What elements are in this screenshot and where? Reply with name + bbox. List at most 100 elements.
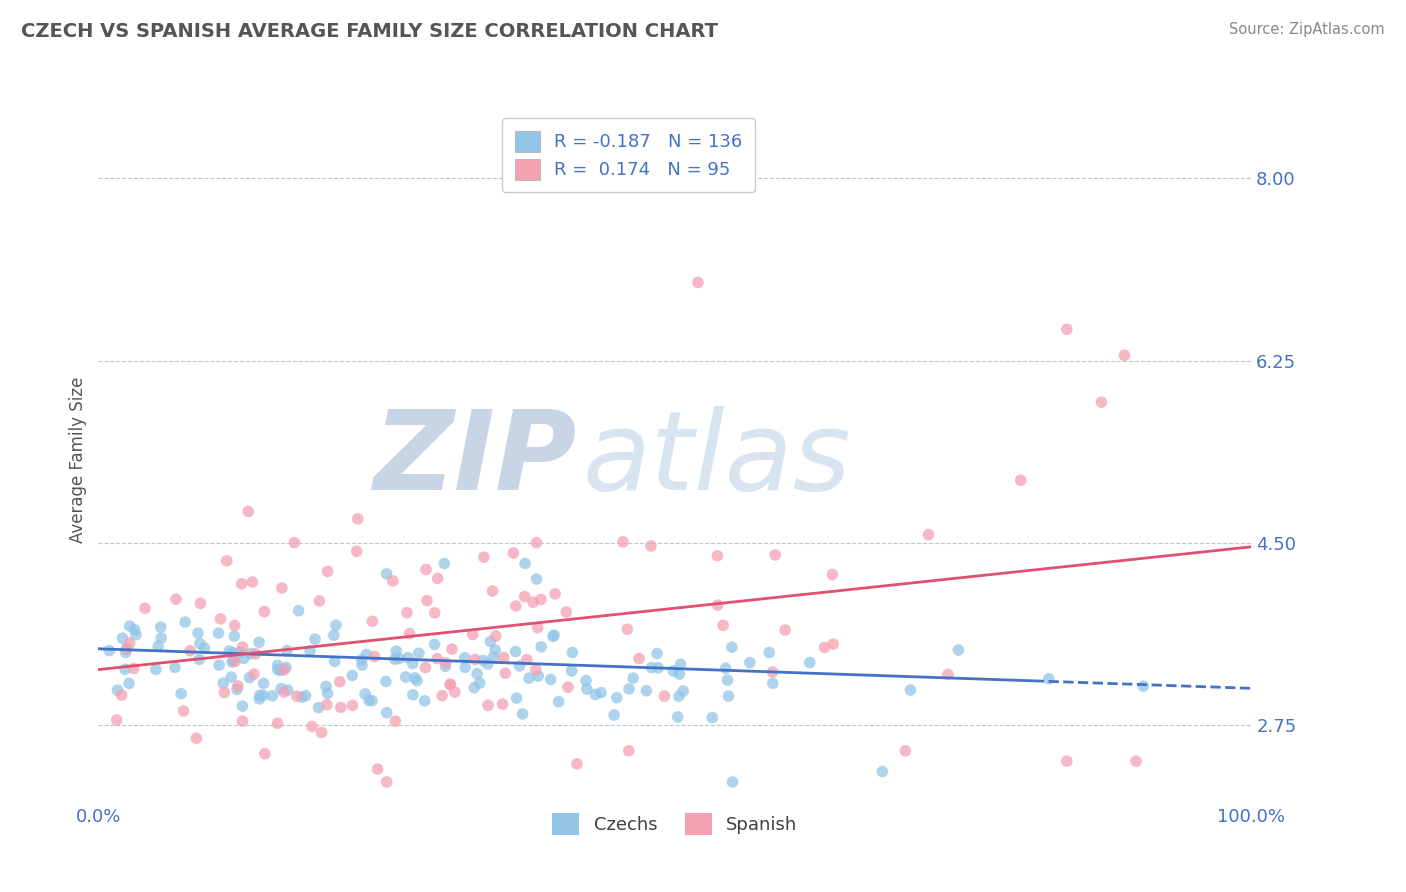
Point xyxy=(557,680,579,694)
Point xyxy=(898,683,921,698)
Point xyxy=(479,634,502,648)
Point xyxy=(524,663,547,677)
Point xyxy=(247,635,270,649)
Point xyxy=(145,662,167,676)
Point xyxy=(350,653,373,667)
Point xyxy=(252,689,274,703)
Text: atlas: atlas xyxy=(582,406,851,513)
Point xyxy=(346,544,368,558)
Point xyxy=(628,651,651,665)
Point xyxy=(359,693,381,707)
Point xyxy=(416,593,439,607)
Point xyxy=(269,664,291,678)
Point xyxy=(589,685,612,699)
Point xyxy=(434,656,457,670)
Point xyxy=(165,592,187,607)
Point xyxy=(526,572,548,586)
Point xyxy=(640,660,662,674)
Point xyxy=(329,700,352,714)
Point xyxy=(481,584,503,599)
Point xyxy=(207,626,229,640)
Point xyxy=(936,667,959,681)
Point xyxy=(231,577,253,591)
Point xyxy=(662,664,685,678)
Point xyxy=(543,628,565,642)
Point xyxy=(404,671,426,685)
Point xyxy=(270,681,292,696)
Point xyxy=(492,650,515,665)
Point xyxy=(530,640,553,654)
Point xyxy=(249,688,271,702)
Point xyxy=(522,595,544,609)
Point xyxy=(426,571,449,585)
Point xyxy=(212,676,235,690)
Point xyxy=(224,655,246,669)
Point xyxy=(813,640,835,655)
Point xyxy=(111,632,134,646)
Point xyxy=(262,689,284,703)
Point xyxy=(105,713,128,727)
Point xyxy=(232,640,254,654)
Point xyxy=(415,660,437,674)
Point xyxy=(512,706,534,721)
Point xyxy=(342,698,364,713)
Point xyxy=(388,651,411,665)
Point xyxy=(439,677,461,691)
Point xyxy=(763,548,786,562)
Point xyxy=(188,652,211,666)
Point xyxy=(1056,322,1078,336)
Point xyxy=(509,659,531,673)
Point xyxy=(291,690,314,704)
Point xyxy=(544,587,567,601)
Point xyxy=(114,662,136,676)
Point xyxy=(222,646,245,660)
Point xyxy=(98,643,121,657)
Point xyxy=(485,629,508,643)
Point xyxy=(408,646,430,660)
Point xyxy=(173,704,195,718)
Point xyxy=(253,676,276,690)
Point xyxy=(253,605,276,619)
Point xyxy=(273,663,295,677)
Point xyxy=(266,658,288,673)
Point xyxy=(513,590,536,604)
Point xyxy=(717,689,740,703)
Point xyxy=(430,689,453,703)
Point xyxy=(443,685,465,699)
Point xyxy=(668,667,690,681)
Point xyxy=(125,628,148,642)
Point xyxy=(413,694,436,708)
Point xyxy=(209,612,232,626)
Point xyxy=(150,631,173,645)
Point xyxy=(505,644,527,658)
Point xyxy=(242,574,264,589)
Point xyxy=(640,539,662,553)
Point xyxy=(304,632,326,646)
Point xyxy=(285,689,308,703)
Point xyxy=(761,665,783,679)
Point xyxy=(516,652,538,666)
Point xyxy=(1010,473,1032,487)
Point xyxy=(505,599,527,613)
Point xyxy=(917,527,939,541)
Point xyxy=(823,637,845,651)
Point xyxy=(686,276,709,290)
Point xyxy=(394,670,416,684)
Point xyxy=(375,566,398,581)
Point xyxy=(530,592,553,607)
Point xyxy=(231,699,253,714)
Point xyxy=(415,562,437,576)
Point xyxy=(502,546,524,560)
Point xyxy=(716,673,738,687)
Point xyxy=(472,550,495,565)
Point xyxy=(517,671,540,685)
Point xyxy=(243,667,266,681)
Point xyxy=(762,676,785,690)
Point xyxy=(232,651,254,665)
Legend: Czechs, Spanish: Czechs, Spanish xyxy=(546,805,804,842)
Point xyxy=(187,626,209,640)
Point xyxy=(221,655,243,669)
Point xyxy=(148,640,170,654)
Point xyxy=(396,650,419,665)
Point xyxy=(122,661,145,675)
